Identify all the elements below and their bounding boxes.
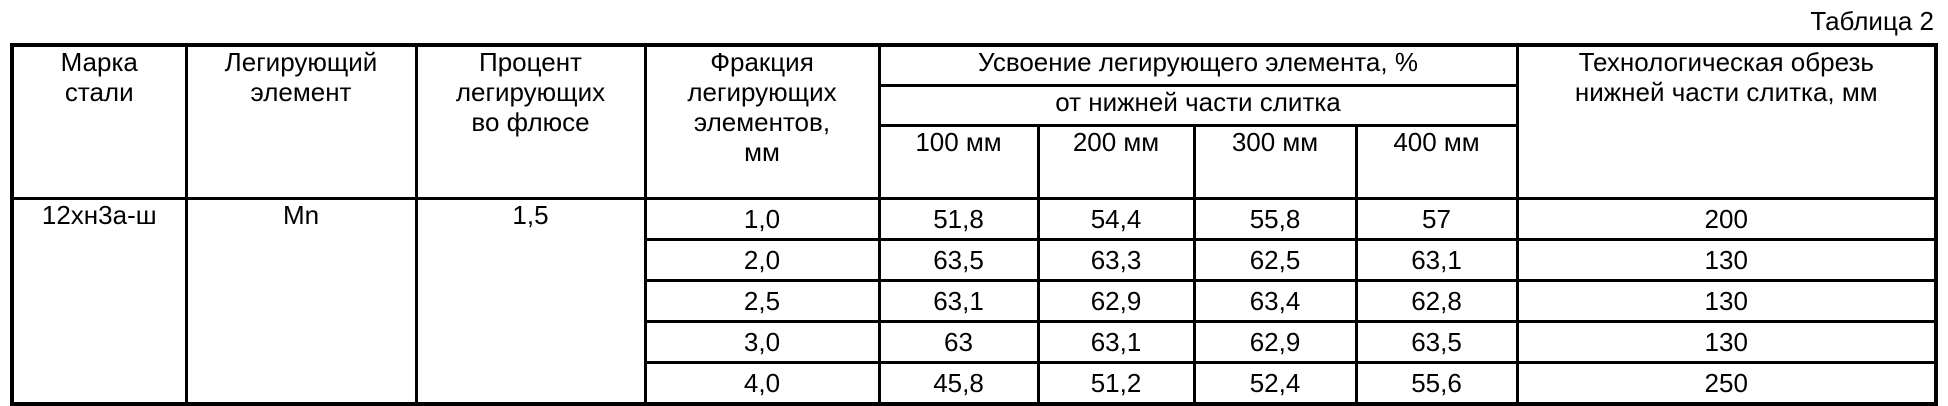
header-trim: Технологическая обрезьнижней части слитк… [1517,45,1936,199]
absorption-cell: 63,5 [1356,322,1517,363]
data-table: Маркастали Легирующийэлемент Процентлеги… [10,43,1938,406]
header-absorption-sub: от нижней части слитка [879,86,1517,126]
absorption-cell: 52,4 [1194,363,1356,405]
header-percent-in-flux: Процентлегирующихво флюсе [416,45,645,199]
alloy-element-cell: Mn [186,199,416,405]
absorption-cell: 63 [879,322,1038,363]
trim-cell: 130 [1517,240,1936,281]
fraction-cell: 2,0 [645,240,879,281]
trim-cell: 130 [1517,322,1936,363]
header-fraction: Фракциялегирующихэлементов,мм [645,45,879,199]
header-distance: 400 мм [1356,126,1517,199]
header-steel-grade: Маркастали [12,45,186,199]
absorption-cell: 62,9 [1194,322,1356,363]
absorption-cell: 62,8 [1356,281,1517,322]
absorption-cell: 63,4 [1194,281,1356,322]
absorption-cell: 45,8 [879,363,1038,405]
trim-cell: 130 [1517,281,1936,322]
table-caption: Таблица 2 [1810,6,1934,36]
absorption-cell: 63,1 [879,281,1038,322]
fraction-cell: 4,0 [645,363,879,405]
header-distance: 200 мм [1038,126,1194,199]
absorption-cell: 63,1 [1038,322,1194,363]
fraction-cell: 2,5 [645,281,879,322]
header-absorption: Усвоение легирующего элемента, % [879,45,1517,86]
percent-in-flux-cell: 1,5 [416,199,645,405]
absorption-cell: 55,8 [1194,199,1356,240]
header-alloy-element: Легирующийэлемент [186,45,416,199]
absorption-cell: 63,5 [879,240,1038,281]
absorption-cell: 57 [1356,199,1517,240]
absorption-cell: 54,4 [1038,199,1194,240]
table-row: 12хн3а-шMn1,51,051,854,455,857200 [12,199,1936,240]
absorption-cell: 51,2 [1038,363,1194,405]
absorption-cell: 51,8 [879,199,1038,240]
trim-cell: 250 [1517,363,1936,405]
header-distance: 300 мм [1194,126,1356,199]
header-distance: 100 мм [879,126,1038,199]
fraction-cell: 3,0 [645,322,879,363]
absorption-cell: 62,5 [1194,240,1356,281]
absorption-cell: 63,1 [1356,240,1517,281]
absorption-cell: 62,9 [1038,281,1194,322]
fraction-cell: 1,0 [645,199,879,240]
trim-cell: 200 [1517,199,1936,240]
absorption-cell: 55,6 [1356,363,1517,405]
absorption-cell: 63,3 [1038,240,1194,281]
steel-grade-cell: 12хн3а-ш [12,199,186,405]
